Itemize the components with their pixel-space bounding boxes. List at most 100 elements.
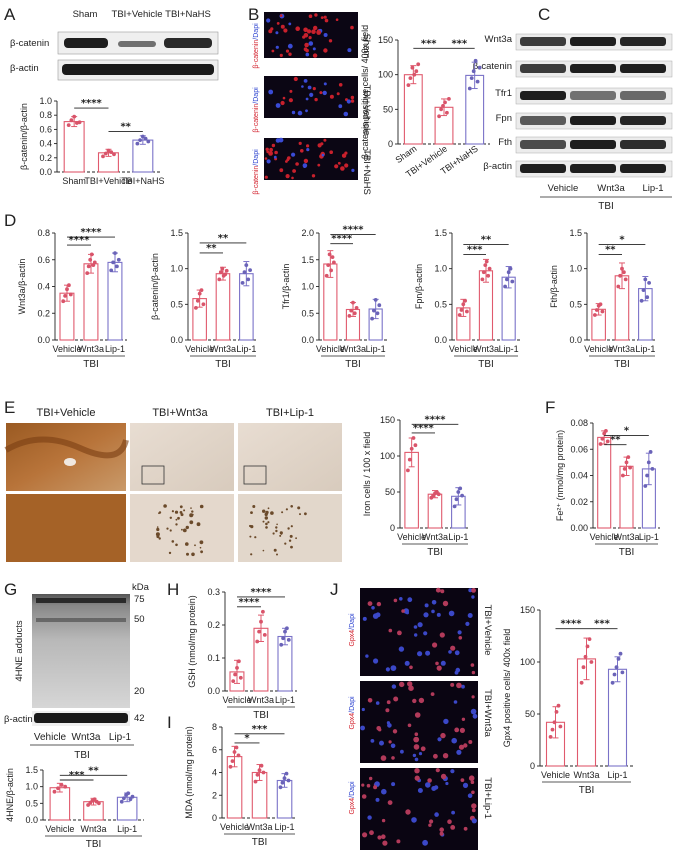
y-tick-label: 0 — [212, 813, 217, 823]
iron-positive-cell — [290, 505, 294, 508]
cell-nucleus — [448, 610, 455, 617]
y-tick-label: 0.00 — [570, 523, 588, 533]
cell-nucleus — [471, 818, 477, 824]
data-point — [647, 281, 651, 285]
cell-nucleus — [308, 41, 314, 46]
data-point — [483, 263, 488, 267]
zoom-box — [141, 465, 165, 485]
panel-letter-b: B — [248, 5, 259, 24]
cell-nucleus — [414, 757, 419, 762]
iron-positive-cell — [288, 539, 292, 542]
iron-positive-cell — [276, 523, 278, 526]
micrograph-tbi-wnt3a-low — [130, 423, 234, 491]
stain-label: Gpx4/Dapi — [349, 781, 356, 815]
iron-positive-cell — [174, 510, 179, 514]
y-tick-label: 100 — [380, 451, 395, 461]
significance-stars: **** — [251, 587, 273, 598]
iron-positive-cell — [190, 507, 192, 509]
iron-positive-cell — [191, 552, 195, 557]
cell-nucleus — [391, 782, 396, 787]
y-tick-label: 8 — [212, 722, 217, 732]
y-tick-label: 0.0 — [207, 686, 220, 696]
group-label: TBI — [579, 785, 595, 796]
group-label: TBI — [86, 839, 102, 850]
data-point — [441, 104, 445, 108]
x-tick-label: Wnt3a — [613, 532, 639, 542]
cell-nucleus — [433, 753, 438, 759]
y-tick-label: 0.5 — [170, 299, 183, 309]
data-point — [443, 100, 447, 105]
cell-nucleus — [270, 27, 274, 31]
blot-band — [570, 37, 616, 46]
blot-band — [64, 38, 108, 48]
cell-nucleus — [461, 684, 465, 689]
data-point — [112, 152, 116, 157]
cell-nucleus — [411, 817, 417, 823]
cell-nucleus — [418, 697, 425, 704]
cell-nucleus — [388, 740, 392, 744]
x-tick-label: Lip-1 — [635, 344, 655, 354]
cell-nucleus — [287, 156, 291, 160]
data-point — [324, 273, 329, 278]
data-point — [261, 770, 266, 775]
cell-nucleus — [323, 48, 328, 53]
cell-nucleus — [451, 810, 455, 815]
cell-nucleus — [439, 632, 445, 638]
cell-nucleus — [422, 839, 428, 846]
data-point — [52, 789, 57, 794]
cell-nucleus — [439, 831, 444, 836]
cell-nucleus — [282, 96, 286, 100]
cell-nucleus — [413, 625, 418, 629]
cell-nucleus — [434, 812, 439, 817]
cell-nucleus — [274, 150, 278, 155]
cell-nucleus — [439, 827, 445, 832]
data-point — [101, 154, 105, 159]
cell-nucleus — [273, 155, 277, 159]
y-tick-label: 0 — [388, 139, 393, 149]
cell-nucleus — [360, 725, 365, 731]
data-point — [552, 720, 557, 725]
y-tick-label: 0 — [390, 523, 395, 533]
cell-nucleus — [275, 103, 281, 108]
iron-positive-cell — [175, 518, 178, 521]
data-point — [626, 455, 631, 459]
data-point — [437, 114, 441, 119]
cell-nucleus — [301, 85, 304, 88]
data-point — [579, 680, 584, 685]
cell-nucleus — [291, 152, 296, 157]
data-point — [248, 268, 253, 272]
data-point — [646, 460, 651, 465]
cell-nucleus — [280, 100, 285, 106]
cell-nucleus — [264, 157, 268, 160]
cell-nucleus — [283, 28, 288, 33]
cell-nucleus — [428, 823, 432, 827]
cell-nucleus — [468, 588, 473, 593]
data-point — [412, 72, 417, 77]
data-point — [146, 139, 151, 144]
cell-nucleus — [361, 707, 365, 712]
data-point — [605, 439, 610, 444]
panel-letter-i: I — [167, 713, 172, 732]
y-tick-label: 2.0 — [301, 228, 314, 238]
fluorescence-micrograph — [360, 681, 478, 763]
cell-nucleus — [375, 797, 380, 802]
stain-label-red: Gpx4 — [349, 798, 356, 815]
data-point — [238, 675, 243, 680]
cell-nucleus — [417, 788, 423, 793]
data-point — [610, 680, 615, 685]
data-point — [122, 796, 126, 801]
data-point — [623, 277, 628, 282]
chart-g: 0.0 0.5 1.0 1.5 4HNE/β-actin Vehicle Wnt3a Lip-… — [5, 765, 144, 850]
cell-nucleus — [470, 663, 475, 667]
cell-nucleus — [302, 35, 306, 39]
y-tick-label: 0.5 — [25, 798, 38, 808]
cell-nucleus — [366, 783, 371, 788]
cell-nucleus — [289, 89, 293, 93]
cell-nucleus — [443, 718, 449, 725]
cell-nucleus — [295, 26, 301, 32]
cell-nucleus — [471, 803, 477, 809]
panel-letter-e: E — [4, 398, 15, 417]
group-label: TBI — [345, 359, 361, 370]
group-label: TBI — [252, 837, 268, 848]
